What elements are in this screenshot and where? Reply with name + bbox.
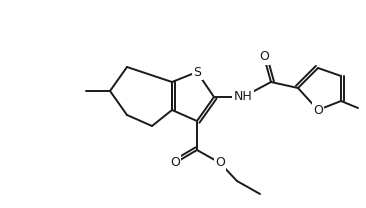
- Text: O: O: [259, 51, 269, 63]
- Text: O: O: [170, 156, 180, 170]
- Text: O: O: [215, 156, 225, 170]
- Text: O: O: [313, 104, 323, 116]
- Text: S: S: [193, 66, 201, 78]
- Text: NH: NH: [234, 90, 253, 104]
